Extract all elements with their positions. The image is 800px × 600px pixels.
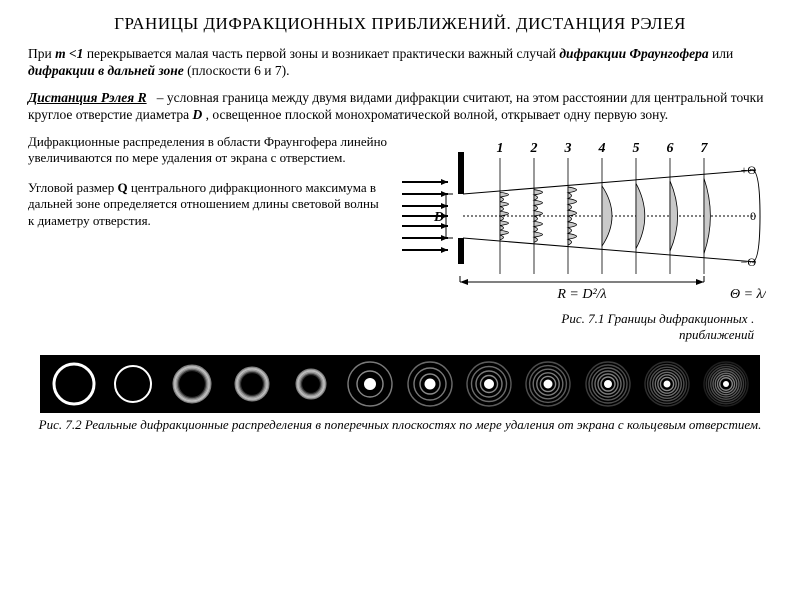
svg-text:0: 0 — [750, 209, 756, 223]
p1-term2: дифракции в дальней зоне — [28, 63, 184, 78]
p1-or: или — [709, 46, 734, 61]
page-title: ГРАНИЦЫ ДИФРАКЦИОННЫХ ПРИБЛИЖЕНИЙ. ДИСТА… — [28, 14, 772, 34]
figure-7-2-strip — [40, 355, 760, 413]
figure-7-2-caption: Рис. 7.2 Реальные дифракционные распреде… — [28, 417, 772, 433]
left-p2Q: Q — [117, 180, 127, 195]
svg-text:6: 6 — [667, 141, 674, 156]
svg-text:1: 1 — [497, 141, 504, 156]
diffraction-ring-pattern — [227, 359, 277, 409]
svg-text:4: 4 — [598, 141, 606, 156]
diffraction-ring-pattern — [49, 359, 99, 409]
svg-text:R = D²/λ: R = D²/λ — [556, 287, 606, 302]
svg-text:+Θ: +Θ — [741, 163, 757, 177]
svg-text:D: D — [433, 210, 444, 225]
p2-term: Дистанция Рэлея R — [28, 90, 147, 105]
diffraction-ring-pattern — [523, 359, 573, 409]
diffraction-ring-pattern — [405, 359, 455, 409]
p2-dash: – — [157, 90, 164, 105]
p1-r2: (плоскости 6 и 7). — [184, 63, 290, 78]
left-p1: Дифракционные распределения в области Фр… — [28, 134, 388, 167]
figure-7-1: D 1 2 3 4 5 6 7 +Θ 0 −Θ R = D²/λ Θ = λ/D — [396, 134, 766, 304]
paragraph-2: Дистанция Рэлея R – условная граница меж… — [28, 90, 772, 124]
diffraction-ring-pattern — [345, 359, 395, 409]
figure-7-1-container: D 1 2 3 4 5 6 7 +Θ 0 −Θ R = D²/λ Θ = λ/D Рис. 7.1 Гр… — [396, 134, 772, 343]
left-text-column: Дифракционные распределения в области Фр… — [28, 134, 388, 343]
diffraction-ring-pattern — [701, 359, 751, 409]
p1-prefix: При — [28, 46, 55, 61]
left-p2a: Угловой размер — [28, 180, 117, 195]
p2-D: D — [193, 107, 203, 122]
diffraction-ring-pattern — [108, 359, 158, 409]
p1-var: m <1 — [55, 46, 83, 61]
paragraph-1: При m <1 перекрывается малая часть перво… — [28, 46, 772, 80]
p1-term1: дифракции Фраунгофера — [559, 46, 708, 61]
svg-text:Θ = λ/D: Θ = λ/D — [730, 287, 766, 302]
left-p2: Угловой размер Q центрального дифракцион… — [28, 180, 388, 229]
svg-text:2: 2 — [530, 141, 538, 156]
figure-7-1-caption: Рис. 7.1 Границы дифракционных . приближ… — [396, 311, 772, 343]
diffraction-ring-pattern — [286, 359, 336, 409]
text-and-figure-row: Дифракционные распределения в области Фр… — [28, 134, 772, 343]
cap71-l1: Рис. 7.1 Границы дифракционных — [561, 311, 747, 326]
cap71-l2: приближений — [679, 327, 754, 342]
svg-text:−Θ: −Θ — [741, 255, 757, 269]
svg-text:3: 3 — [564, 141, 572, 156]
diffraction-ring-pattern — [583, 359, 633, 409]
diffraction-ring-pattern — [464, 359, 514, 409]
p1-r1: перекрывается малая часть первой зоны и … — [83, 46, 559, 61]
diffraction-ring-pattern — [642, 359, 692, 409]
p2-rest2: , освещенное плоской монохроматической в… — [202, 107, 668, 122]
svg-text:5: 5 — [633, 141, 640, 156]
svg-text:7: 7 — [701, 141, 709, 156]
diffraction-ring-pattern — [167, 359, 217, 409]
